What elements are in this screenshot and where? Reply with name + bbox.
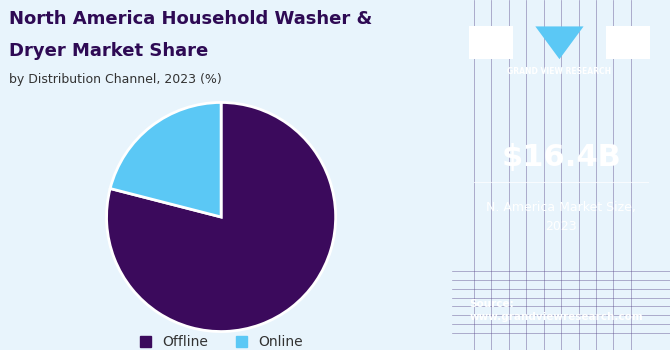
Text: by Distribution Channel, 2023 (%): by Distribution Channel, 2023 (%) [9,74,222,86]
Text: North America Household Washer &: North America Household Washer & [9,10,373,28]
Text: Source:
www.grandviewresearch.com: Source: www.grandviewresearch.com [470,299,643,322]
Polygon shape [535,27,584,59]
Wedge shape [110,103,221,217]
Text: N. America Market Size,
2023: N. America Market Size, 2023 [486,202,636,232]
Wedge shape [107,103,336,331]
FancyBboxPatch shape [469,27,513,59]
Text: $16.4B: $16.4B [501,143,621,172]
Text: Dryer Market Share: Dryer Market Share [9,42,208,60]
Legend: Offline, Online: Offline, Online [133,328,310,350]
FancyBboxPatch shape [606,27,650,59]
Text: GRAND VIEW RESEARCH: GRAND VIEW RESEARCH [507,66,612,76]
